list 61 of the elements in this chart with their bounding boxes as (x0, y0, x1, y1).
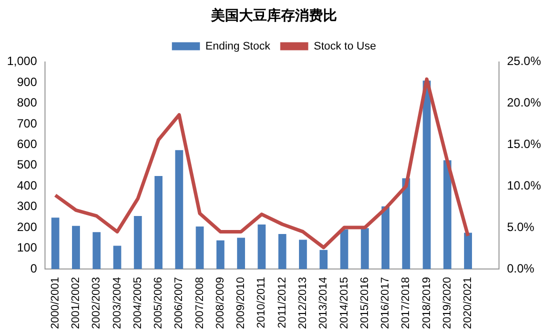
x-tick-label: 2004/2005 (132, 277, 144, 329)
x-tick-label: 2013/2014 (318, 277, 330, 329)
chart-title: 美国大豆库存消费比 (210, 7, 337, 24)
y-tick-label: 400 (17, 178, 38, 192)
bar (340, 229, 348, 270)
bar (320, 250, 328, 270)
legend-label: Ending Stock (205, 40, 271, 52)
bar (298, 240, 307, 270)
bar (113, 246, 122, 270)
x-tick-label: 2009/2010 (235, 277, 248, 329)
x-tick-label: 2005/2006 (152, 277, 165, 329)
x-tick-label: 2018/2019 (420, 277, 433, 329)
y2-tick-label: 20.0% (506, 96, 542, 110)
x-tick-label: 2003/2004 (111, 277, 124, 329)
bar (237, 238, 246, 270)
bar (175, 150, 184, 270)
bar (51, 218, 60, 270)
x-tick-label: 2006/2007 (173, 277, 186, 329)
bar (72, 226, 80, 270)
x-tick-label: 2015/2016 (358, 277, 371, 329)
x-tick-label: 2016/2017 (380, 277, 392, 329)
y-tick-label: 200 (17, 220, 38, 234)
bar (464, 232, 472, 270)
y-tick-label: 300 (17, 199, 38, 214)
y2-tick-label: 25.0% (506, 54, 542, 68)
y-tick-label: 100 (17, 240, 38, 255)
bar (196, 226, 204, 270)
x-tick-label: 2001/2002 (70, 277, 82, 329)
x-tick-label: 2000/2001 (49, 277, 62, 329)
bar (360, 228, 369, 270)
bar (92, 232, 101, 270)
y-tick-label: 0 (30, 261, 38, 276)
bar (154, 176, 162, 270)
x-tick-label: 2002/2003 (90, 277, 103, 329)
y2-tick-label: 5.0% (506, 220, 535, 234)
x-tick-label: 2007/2008 (194, 277, 206, 329)
y2-tick-label: 0.0% (506, 261, 535, 276)
bar (402, 178, 410, 270)
bar (382, 206, 390, 270)
x-tick-label: 2011/2012 (276, 277, 288, 328)
bar (443, 160, 452, 270)
bar (216, 240, 224, 270)
x-tick-label: 2012/2013 (296, 277, 309, 329)
legend-label: Stock to Use (314, 40, 376, 52)
x-tick-label: 2020/2021 (462, 277, 474, 329)
bar (134, 216, 142, 270)
x-tick-label: 2019/2020 (441, 277, 454, 329)
y-tick-label: 700 (17, 116, 38, 130)
y2-tick-label: 10.0% (506, 178, 542, 192)
y-tick-label: 600 (17, 136, 38, 151)
x-tick-label: 2010/2011 (256, 277, 268, 328)
y-tick-label: 500 (17, 158, 38, 172)
x-tick-label: 2014/2015 (338, 277, 350, 329)
y-tick-label: 900 (17, 74, 38, 89)
bar (258, 224, 266, 270)
y2-tick-label: 15.0% (506, 136, 542, 151)
x-tick-label: 2008/2009 (214, 277, 226, 329)
y-tick-label: 800 (17, 96, 38, 110)
x-tick-label: 2017/2018 (400, 277, 412, 329)
bar (278, 234, 286, 270)
y-tick-label: 1,000 (7, 54, 38, 68)
